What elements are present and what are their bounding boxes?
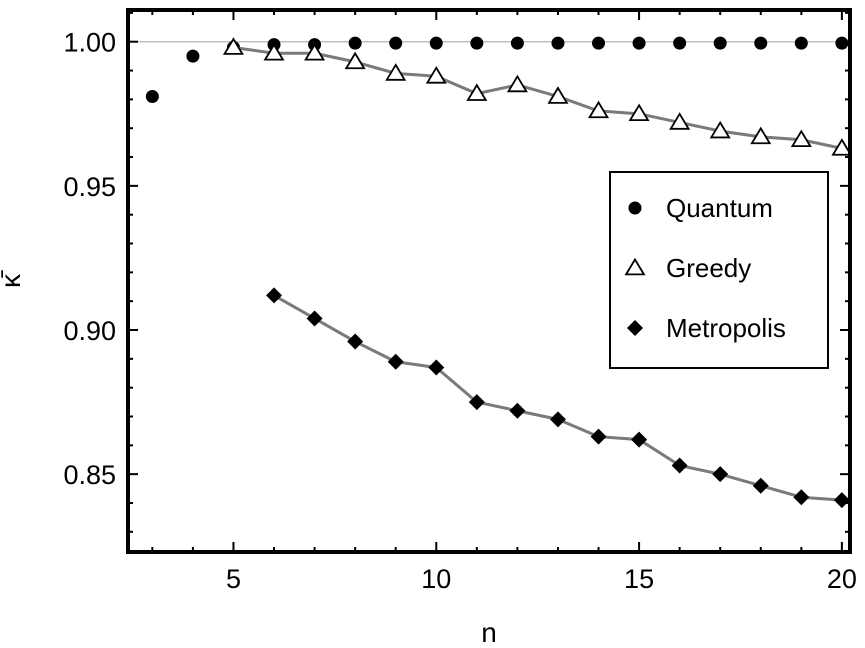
data-point-greedy <box>709 120 731 139</box>
legend-marker-metropolis <box>627 320 643 336</box>
data-point-greedy <box>385 63 407 81</box>
series-metropolis <box>266 287 850 509</box>
series-greedy <box>222 37 853 156</box>
data-point-greedy <box>263 42 285 61</box>
y-axis-label: κ̄ <box>0 270 26 288</box>
y-tick-label: 0.90 <box>63 316 116 346</box>
data-point-quantum <box>835 36 849 50</box>
data-point-quantum <box>754 36 768 50</box>
data-point-quantum <box>389 36 403 50</box>
legend-item-metropolis: Metropolis <box>627 313 786 343</box>
plot-layer <box>128 36 853 509</box>
data-point-metropolis <box>428 359 445 376</box>
data-point-quantum <box>551 36 565 50</box>
data-point-metropolis <box>306 310 323 327</box>
data-point-quantum <box>713 36 727 50</box>
legend: Quantum Greedy Metropolis <box>609 171 829 369</box>
legend-label-quantum: Quantum <box>666 193 773 223</box>
plot-frame <box>126 8 852 554</box>
data-point-greedy <box>750 126 772 145</box>
legend-label-metropolis: Metropolis <box>666 313 786 343</box>
data-point-quantum <box>186 49 200 63</box>
x-tick-label: 5 <box>226 564 241 594</box>
data-point-metropolis <box>752 477 769 494</box>
data-point-greedy <box>831 138 853 156</box>
labels-layer: 5 10 15 20 0.85 0.90 0.95 1.00 n κ̄ <box>0 28 857 648</box>
x-tick-label: 10 <box>421 564 451 594</box>
ticks-layer <box>128 10 850 552</box>
data-point-quantum <box>794 36 808 50</box>
data-point-greedy <box>466 83 488 101</box>
data-point-greedy <box>222 37 244 55</box>
y-tick-label: 0.85 <box>63 460 116 490</box>
legend-marker-quantum <box>628 201 642 215</box>
data-point-metropolis <box>793 489 810 506</box>
data-point-metropolis <box>266 287 283 304</box>
data-point-greedy <box>304 42 326 61</box>
legend-item-quantum: Quantum <box>628 193 773 223</box>
y-tick-label: 1.00 <box>63 28 116 58</box>
data-point-metropolis <box>833 492 850 509</box>
data-point-greedy <box>506 74 528 93</box>
data-point-greedy <box>790 129 812 148</box>
data-point-metropolis <box>549 411 566 428</box>
data-point-metropolis <box>347 333 364 350</box>
data-point-metropolis <box>509 402 526 419</box>
data-point-quantum <box>470 36 484 50</box>
series-line-greedy <box>233 45 843 150</box>
x-tick-label: 20 <box>827 564 857 594</box>
data-point-metropolis <box>631 431 648 448</box>
data-point-metropolis <box>712 466 729 483</box>
y-tick-label: 0.95 <box>63 172 116 202</box>
data-point-quantum <box>348 36 362 50</box>
data-point-metropolis <box>468 394 485 411</box>
legend-item-greedy: Greedy <box>624 253 751 283</box>
legend-marker-greedy <box>624 257 646 276</box>
data-point-quantum <box>592 36 606 50</box>
x-axis-label: n <box>481 617 497 648</box>
data-point-greedy <box>669 112 691 130</box>
data-point-quantum <box>145 89 159 103</box>
data-point-greedy <box>344 51 366 70</box>
data-point-greedy <box>588 100 610 119</box>
data-point-quantum <box>673 36 687 50</box>
x-tick-label: 15 <box>624 564 654 594</box>
data-point-metropolis <box>590 428 607 445</box>
data-point-quantum <box>632 36 646 50</box>
series-quantum <box>145 36 849 103</box>
data-point-greedy <box>628 103 650 122</box>
data-point-quantum <box>510 36 524 50</box>
legend-label-greedy: Greedy <box>666 253 751 283</box>
data-point-metropolis <box>671 457 688 474</box>
data-point-metropolis <box>387 353 404 370</box>
data-point-greedy <box>547 86 569 104</box>
data-point-quantum <box>429 36 443 50</box>
legend-box <box>609 171 829 369</box>
data-point-greedy <box>425 66 447 84</box>
